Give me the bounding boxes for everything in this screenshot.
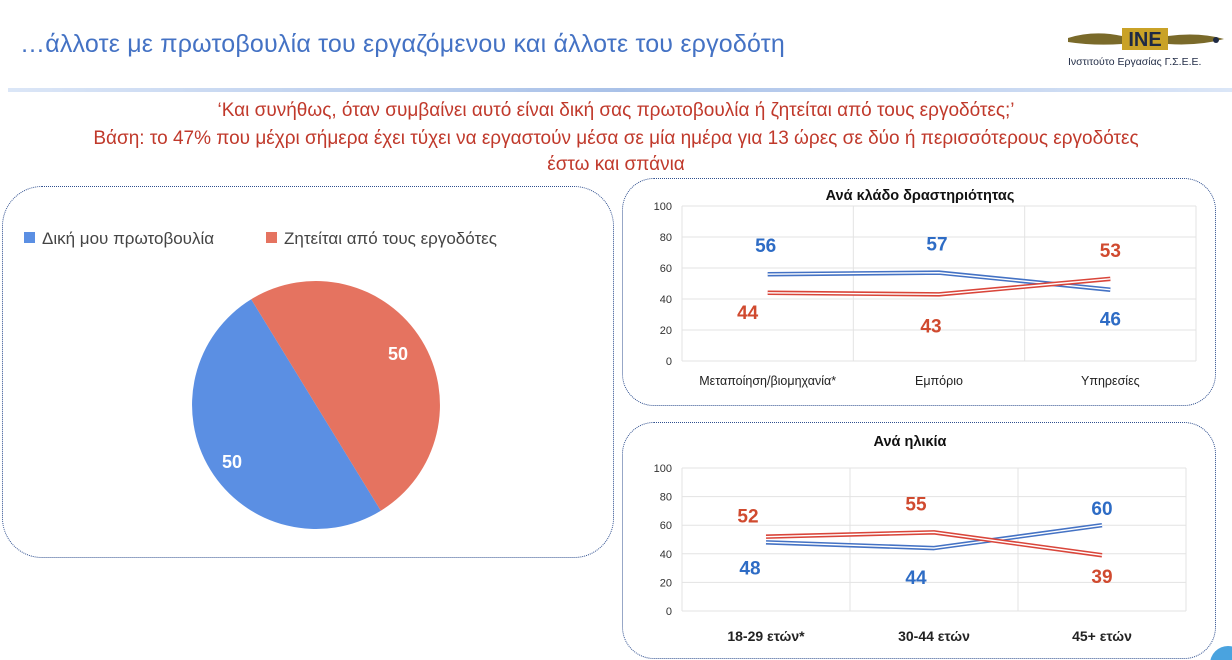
sector-series-line-initiative	[767, 270, 1111, 292]
age-data-label-initiative: 48	[739, 558, 760, 579]
age-data-label-employers: 39	[1091, 567, 1112, 588]
ine-logo: ΙΝΕ	[1068, 28, 1224, 51]
age-data-label-employers: 52	[737, 507, 758, 528]
y-tick-label: 40	[660, 549, 672, 561]
age-data-label-initiative: 60	[1091, 499, 1112, 520]
y-tick-label: 0	[666, 606, 672, 618]
legend-label-initiative: Δική μου πρωτοβουλία	[42, 229, 214, 248]
x-tick-label: Εμπόριο	[915, 374, 963, 388]
base-text-continued: έστω και σπάνια	[547, 154, 685, 175]
age-line-chart: Ανά ηλικία 0 20 40 60 80 100 18-29 ετών* 30-44 …	[654, 434, 1187, 644]
x-tick-label: Υπηρεσίες	[1081, 374, 1140, 388]
svg-text:ΙΝΕ: ΙΝΕ	[1128, 29, 1161, 51]
legend-swatch-initiative	[24, 232, 35, 243]
sector-data-label-initiative: 57	[926, 235, 947, 256]
y-tick-label: 20	[660, 325, 672, 337]
pie-slice-employers	[251, 281, 440, 511]
pie-chart: Δική μου πρωτοβουλία Ζητείται από τους ε…	[24, 229, 497, 529]
base-text: Βάση: το 47% που μέχρι σήμερα έχει τύχει…	[93, 128, 1139, 149]
y-tick-label: 100	[654, 201, 672, 213]
sector-data-label-initiative: 46	[1100, 310, 1121, 331]
y-tick-label: 60	[660, 520, 672, 532]
sector-data-label-employers: 44	[737, 303, 759, 324]
sector-data-label-employers: 43	[920, 316, 941, 337]
pie-data-label-employers: 50	[388, 344, 408, 364]
age-series-line-inner-initiative	[765, 524, 1103, 549]
page-title: …άλλοτε με πρωτοβουλία του εργαζόμενου κ…	[20, 30, 785, 58]
age-data-label-employers: 55	[905, 494, 927, 515]
y-tick-label: 60	[660, 263, 672, 275]
y-tick-label: 0	[666, 356, 672, 368]
age-series-line-inner-employers	[765, 531, 1103, 556]
sector-chart-title: Ανά κλάδο δραστηριότητας	[826, 188, 1015, 204]
y-tick-label: 100	[654, 463, 672, 475]
legend-swatch-employers	[266, 232, 277, 243]
y-tick-label: 80	[660, 232, 672, 244]
x-tick-label: 18-29 ετών*	[727, 628, 805, 644]
age-panel	[622, 422, 1216, 659]
pie-slice-initiative	[192, 299, 381, 529]
sector-data-label-initiative: 56	[755, 236, 776, 257]
header-divider	[8, 88, 1232, 92]
sector-data-label-employers: 53	[1100, 241, 1121, 262]
y-tick-label: 80	[660, 492, 672, 504]
y-tick-label: 20	[660, 577, 672, 589]
question-text: ‘Και συνήθως, όταν συμβαίνει αυτό είναι …	[217, 100, 1015, 121]
logo-org-name: Ινστιτούτο Εργασίας Γ.Σ.Ε.Ε.	[1068, 56, 1202, 68]
age-chart-title: Ανά ηλικία	[874, 434, 947, 450]
corner-decoration	[1210, 646, 1232, 660]
age-data-label-initiative: 44	[905, 568, 927, 589]
legend-label-employers: Ζητείται από τους εργοδότες	[284, 229, 497, 248]
x-tick-label: 45+ ετών	[1072, 628, 1132, 644]
x-tick-label: 30-44 ετών	[898, 628, 970, 644]
sector-line-chart: Ανά κλάδο δραστηριότητας 0 20 40 60 80 100 Μετ…	[654, 188, 1197, 388]
pie-data-label-initiative: 50	[222, 452, 242, 472]
sector-series-line-inner-employers	[767, 278, 1111, 296]
y-tick-label: 40	[660, 294, 672, 306]
x-tick-label: Μεταποίηση/βιομηχανία*	[699, 374, 836, 388]
